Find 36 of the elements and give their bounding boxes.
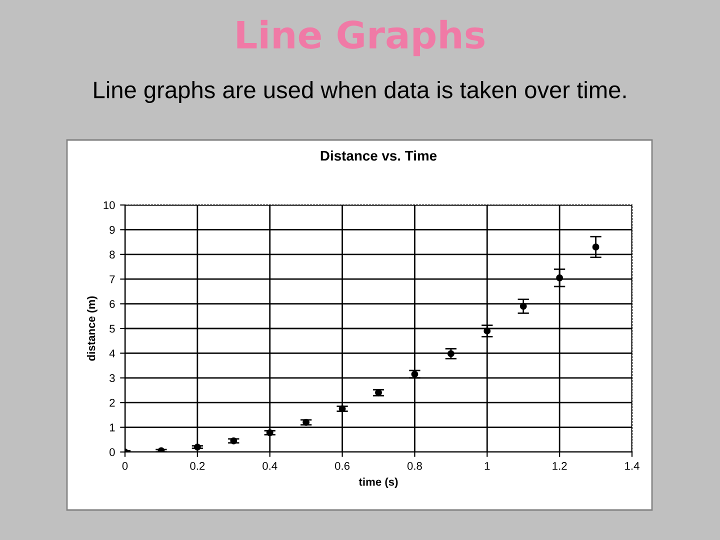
x-tick-label: 1 [484, 462, 490, 470]
x-tick-label: 0.8 [407, 462, 422, 470]
x-tick-label: 1.4 [625, 462, 640, 470]
point [375, 389, 382, 396]
x-tick-label: 0.2 [190, 462, 205, 470]
point [266, 429, 274, 436]
point [338, 405, 346, 412]
y-tick-label: 4 [109, 350, 115, 358]
y-tick-label: 2 [110, 398, 115, 407]
y-tick-label: 8 [110, 250, 115, 259]
point [520, 302, 527, 310]
y-tick-label: 7 [110, 275, 115, 284]
x-tick-label: 1.2 [552, 462, 567, 470]
y-tick-label: 6 [110, 300, 115, 308]
y-tick-label: 5 [110, 324, 115, 333]
y-tick-label: 1 [110, 424, 115, 432]
x-tick-label: 0 [122, 462, 128, 470]
y-tick-label: 0 [110, 448, 115, 456]
point [592, 244, 600, 250]
chart-title: Line Graphs [237, 20, 484, 56]
point [230, 437, 238, 444]
y-tick-label: 3 [110, 374, 115, 382]
point [447, 350, 454, 358]
point [411, 370, 418, 378]
text: Distance vs. Time [320, 150, 437, 161]
point [556, 274, 564, 282]
y-axis-title: distance (m) [87, 296, 98, 361]
x-tick-label: 0.6 [334, 462, 350, 470]
point [194, 444, 201, 451]
x-axis-title: time (s) [358, 478, 398, 488]
x-tick-label: 0.4 [262, 462, 278, 470]
chart-subtitle: Line graphs are used when data is taken over time. [94, 80, 626, 104]
y-tick-label: 9 [110, 226, 115, 234]
point [484, 327, 491, 334]
y-tick-label: 10 [104, 201, 115, 210]
point [302, 418, 310, 426]
